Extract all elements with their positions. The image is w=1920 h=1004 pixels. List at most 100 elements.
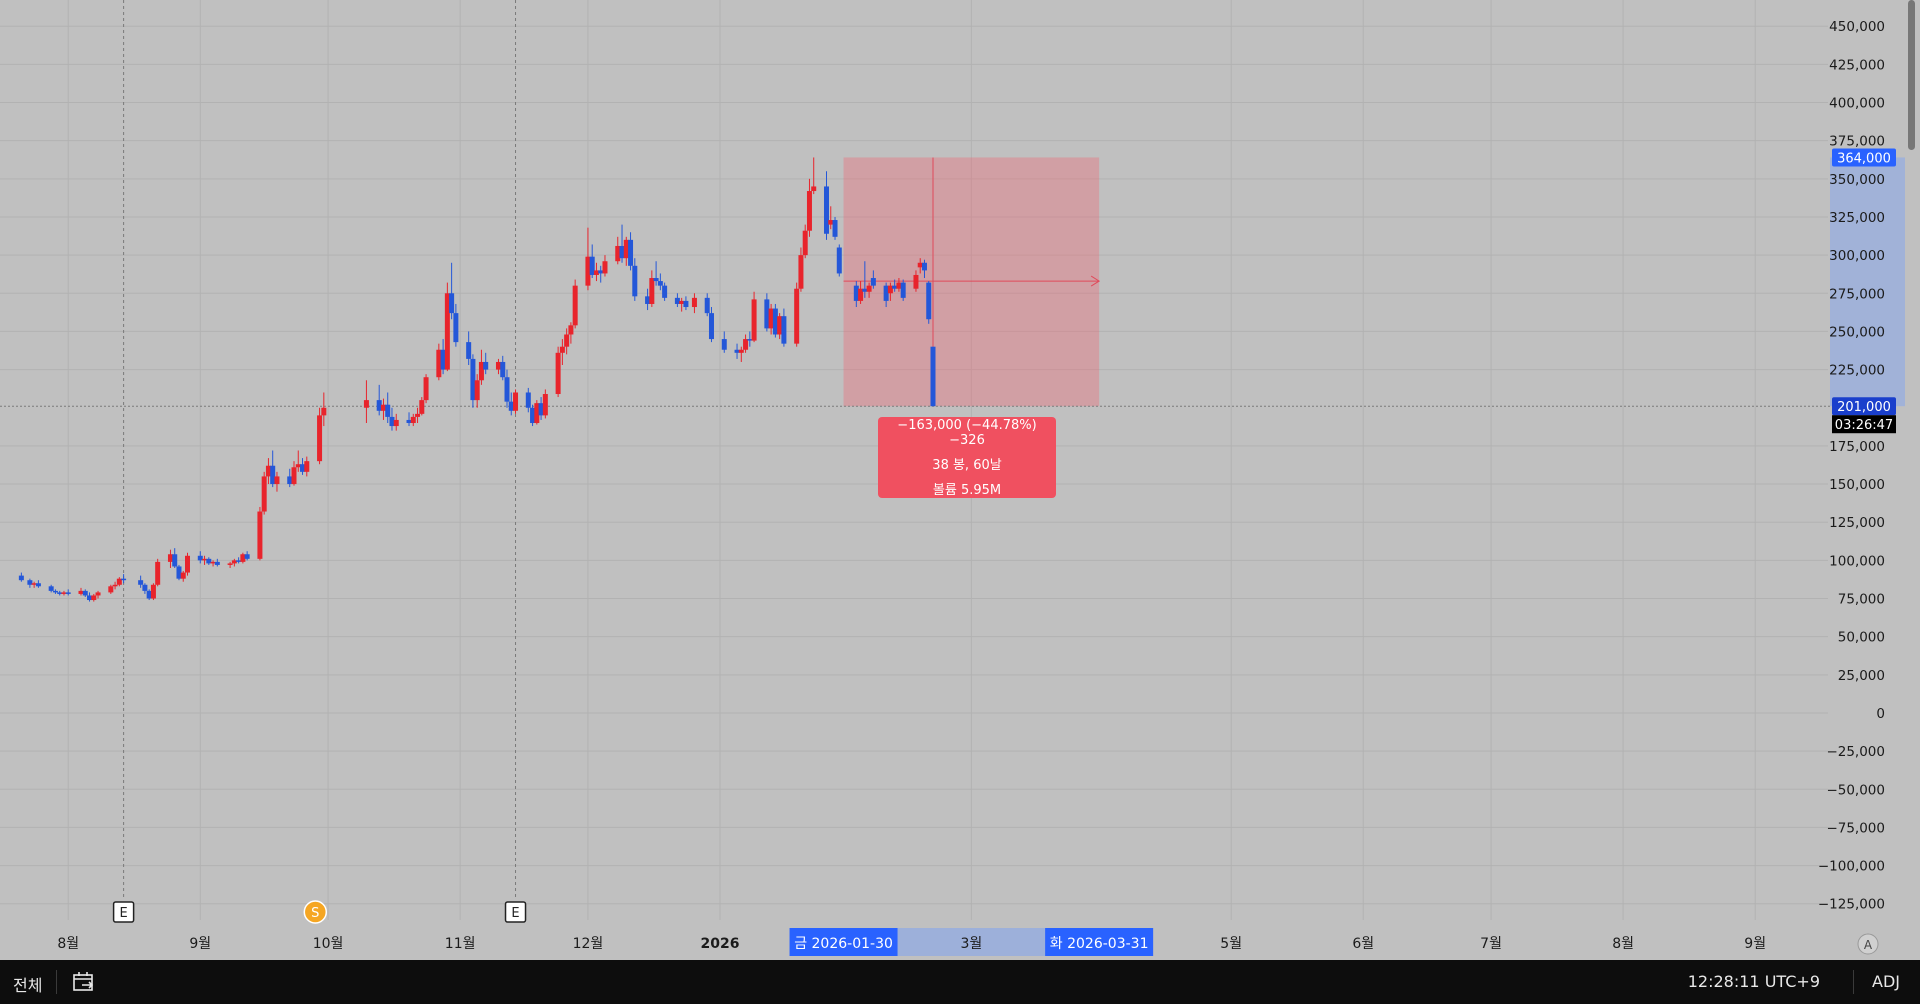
candle-body (48, 586, 54, 591)
time-tick-label: 11월 (445, 936, 476, 952)
candle-body (657, 281, 663, 286)
candle-body (449, 293, 455, 314)
auto-scale-button[interactable]: A (1857, 933, 1879, 955)
candle (559, 339, 565, 366)
candle (27, 578, 33, 588)
candle-body (768, 308, 774, 329)
price-axis[interactable]: 450,000 425,000 400,000 375,000 350,000 325,0… (1818, 19, 1885, 913)
candle (530, 404, 536, 427)
candle-body (593, 270, 599, 275)
candle (930, 346, 936, 407)
candle (525, 387, 531, 413)
candle-body (870, 278, 876, 286)
candle-body (146, 590, 152, 599)
price-tick-label: 175,000 (1829, 439, 1885, 455)
time-tick-label: 9월 (189, 936, 211, 952)
candle (508, 392, 514, 416)
candle (423, 374, 429, 404)
candle (317, 407, 323, 465)
candle (679, 297, 685, 312)
scrollbar[interactable] (1908, 0, 1915, 150)
candle-body (674, 297, 680, 304)
svg-text:화 2026-03-31: 화 2026-03-31 (1050, 936, 1149, 952)
candle-body (802, 230, 808, 256)
candle (244, 551, 250, 561)
time-tick-label: 9월 (1744, 936, 1766, 952)
measure-change: −163,000 (−44.78%) −326 (897, 417, 1037, 448)
candle-body (585, 256, 591, 286)
candle (304, 456, 310, 477)
candle-body (202, 558, 208, 561)
candle-body (513, 392, 519, 411)
price-chart[interactable]: 450,000 425,000 400,000 375,000 350,000 325,0… (0, 0, 1920, 960)
candles (18, 157, 936, 602)
time-tick-label: 12월 (573, 936, 604, 952)
candle-body (508, 401, 514, 411)
candle-body (470, 358, 476, 401)
earnings-marker-icon[interactable]: E (504, 901, 527, 923)
price-tick-label: −100,000 (1818, 859, 1885, 875)
candle-body (227, 563, 233, 565)
candle (645, 288, 651, 311)
candle (380, 398, 386, 420)
candle (738, 346, 744, 362)
candle-body (176, 566, 182, 579)
candle (828, 206, 834, 230)
candle-body (87, 595, 93, 601)
earnings-marker-box (504, 901, 527, 923)
candle-body (376, 400, 382, 411)
candle (35, 580, 41, 588)
candle-body (419, 400, 425, 414)
candle-body (538, 403, 544, 416)
clock-timezone[interactable]: 12:28:11 UTC+9 (1687, 972, 1820, 991)
candle-body (917, 262, 923, 268)
calendar-goto-icon[interactable] (70, 968, 98, 996)
time-tick-label: 2026 (701, 936, 740, 952)
candle (772, 303, 778, 338)
candle-body (180, 572, 186, 579)
candle-body (78, 590, 84, 594)
candle (389, 407, 395, 431)
candle-body (828, 220, 834, 225)
candle-body (738, 349, 744, 353)
candle (542, 389, 548, 419)
candle-body (197, 555, 203, 561)
split-marker-icon[interactable]: S (303, 900, 328, 924)
candle-body (896, 282, 902, 289)
svg-text:201,000: 201,000 (1837, 400, 1891, 415)
candle (628, 232, 634, 271)
candle (440, 339, 446, 375)
candle-body (530, 407, 536, 424)
range-all-button[interactable]: 전체 (13, 976, 43, 995)
candle-body (798, 255, 804, 289)
candle (513, 389, 519, 414)
time-start-label: 금 2026-01-30 (789, 928, 898, 956)
candle-body (261, 476, 267, 512)
candle (436, 343, 442, 381)
candle (210, 560, 216, 567)
candle (653, 261, 659, 286)
candle-body (525, 392, 531, 408)
candle (291, 461, 297, 486)
candle (31, 581, 37, 588)
candle-body (155, 561, 161, 585)
adjust-button[interactable]: ADJ (1872, 972, 1900, 991)
candle-body (91, 595, 97, 601)
candle (632, 258, 638, 301)
candle (721, 331, 727, 353)
candle-body (887, 285, 893, 294)
candle (202, 555, 208, 565)
candle-body (444, 293, 450, 370)
candle (483, 352, 489, 375)
candle (419, 397, 425, 416)
candle (52, 589, 58, 594)
candle (593, 262, 599, 282)
candle (478, 349, 484, 385)
candle-body (930, 346, 936, 407)
time-axis[interactable]: 8월 9월 10월 11월 12월 2026 3월 5월 6월 7월 8월 9월 (57, 936, 1766, 952)
candle-body (777, 316, 783, 335)
candle-body (440, 349, 446, 370)
candle-body (866, 285, 872, 292)
earnings-marker-icon[interactable]: E (112, 901, 135, 923)
